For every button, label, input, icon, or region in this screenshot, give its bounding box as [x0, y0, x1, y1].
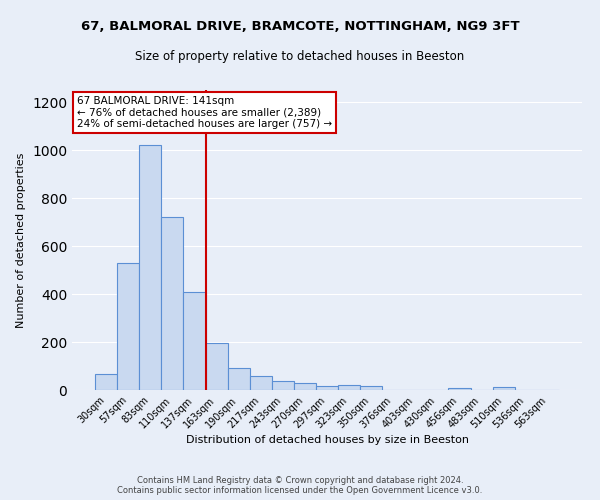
Bar [316, 386, 338, 390]
Bar [184, 292, 206, 390]
Bar [227, 368, 250, 390]
Bar [206, 343, 227, 390]
Text: 67 BALMORAL DRIVE: 141sqm
← 76% of detached houses are smaller (2,389)
24% of se: 67 BALMORAL DRIVE: 141sqm ← 76% of detac… [77, 96, 332, 129]
Bar [360, 386, 382, 390]
Bar [95, 374, 117, 390]
Y-axis label: Number of detached properties: Number of detached properties [16, 152, 26, 328]
Text: 67, BALMORAL DRIVE, BRAMCOTE, NOTTINGHAM, NG9 3FT: 67, BALMORAL DRIVE, BRAMCOTE, NOTTINGHAM… [80, 20, 520, 33]
Bar [338, 384, 360, 390]
Text: Contains HM Land Registry data © Crown copyright and database right 2024.
Contai: Contains HM Land Registry data © Crown c… [118, 476, 482, 495]
Bar [272, 381, 294, 390]
Bar [294, 383, 316, 390]
Text: Size of property relative to detached houses in Beeston: Size of property relative to detached ho… [136, 50, 464, 63]
Bar [250, 376, 272, 390]
Bar [161, 217, 184, 390]
Bar [139, 145, 161, 390]
Bar [448, 388, 470, 390]
Bar [493, 387, 515, 390]
X-axis label: Distribution of detached houses by size in Beeston: Distribution of detached houses by size … [185, 436, 469, 446]
Bar [117, 263, 139, 390]
